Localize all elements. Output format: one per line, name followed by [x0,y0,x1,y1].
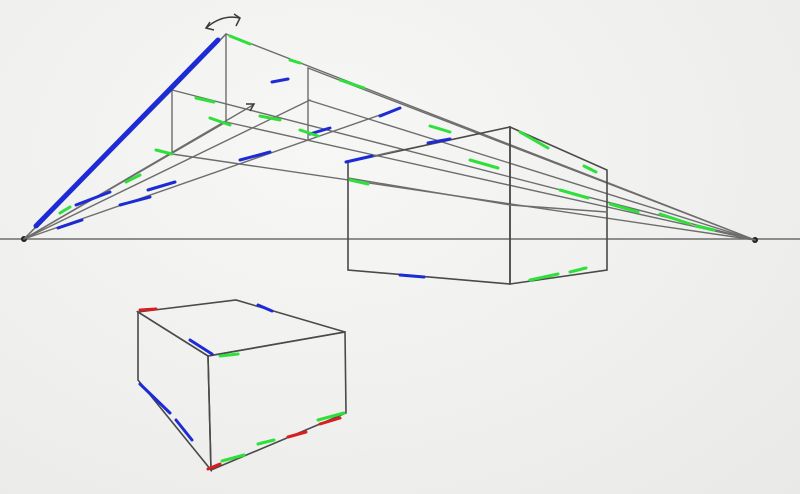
bottom-box [135,299,347,473]
blue-construction-marks [33,37,452,442]
red-construction-marks [138,307,342,471]
arrow-icon [246,103,256,112]
large-perspective-box [347,125,608,285]
curved-double-arrow-icon[interactable] [204,13,241,31]
green-construction-marks [58,34,716,463]
left-vp-guidelines [23,33,401,240]
